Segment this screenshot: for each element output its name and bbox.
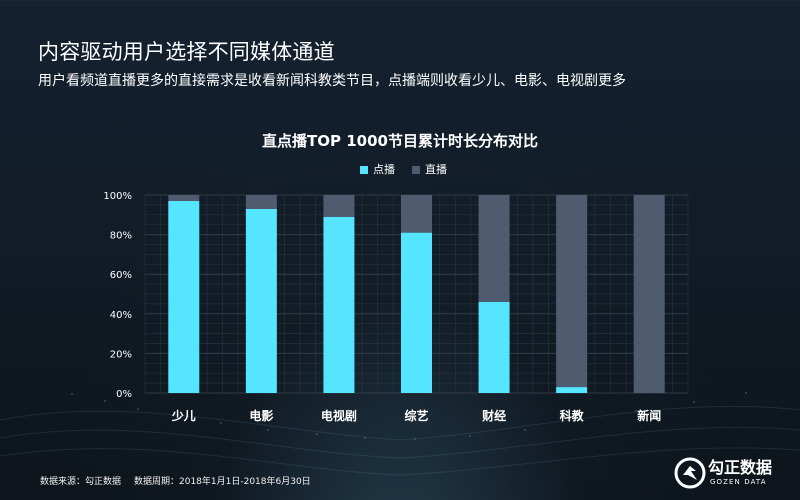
bar-zhibo-综艺 <box>401 195 432 233</box>
decor-wave <box>0 447 800 476</box>
y-axis-tick-label: 40% <box>110 310 132 321</box>
chart-axes: 少儿 电影 电视剧 综艺 财经 科教 新闻 0% 20% 40% 60% 80% 100% <box>103 191 661 423</box>
decor-dot <box>267 429 269 431</box>
bar-zhibo-财经 <box>478 195 510 302</box>
x-axis-label: 电视剧 <box>321 408 357 423</box>
y-axis-tick-label: 20% <box>110 349 132 360</box>
legend-item-zhibo: 直播 <box>412 163 447 177</box>
logo-ring <box>674 457 706 489</box>
bar-zhibo-科教 <box>556 195 588 388</box>
legend-label-zhibo: 直播 <box>425 163 447 176</box>
x-axis-label: 新闻 <box>637 408 661 423</box>
bar-zhibo-新闻 <box>633 195 665 393</box>
data-source: 数据来源：勾正数据 <box>40 477 122 487</box>
legend-label-dianbo: 点播 <box>373 163 395 176</box>
x-axis-label: 电影 <box>249 408 273 423</box>
decor-dot <box>220 422 222 424</box>
x-axis-label: 少儿 <box>171 408 196 423</box>
gozen-logo: 勾正数据 GOZEN DATA <box>674 457 778 489</box>
x-axis-label: 科教 <box>560 408 585 423</box>
legend-swatch-zhibo <box>412 166 420 174</box>
decor-dot <box>635 410 637 412</box>
bar-zhibo-电影 <box>245 195 277 209</box>
decor-dot <box>414 438 416 440</box>
logo-subtext: GOZEN DATA <box>710 478 767 486</box>
legend-swatch-dianbo <box>360 166 368 174</box>
bar-dianbo-综艺 <box>401 232 432 393</box>
decor-dot <box>71 393 73 395</box>
decor-wave <box>0 426 800 459</box>
decor-dot <box>745 392 747 394</box>
decor-dot <box>364 437 366 439</box>
bar-dianbo-电影 <box>245 208 277 393</box>
y-axis-tick-label: 100% <box>103 191 132 202</box>
logo-mark <box>683 466 697 480</box>
decor-dot <box>469 435 471 437</box>
decor-wave <box>0 405 800 441</box>
logo-text: 勾正数据 <box>708 458 773 477</box>
decor-dot <box>181 415 183 417</box>
legend-item-dianbo: 点播 <box>360 163 395 177</box>
bar-dianbo-电视剧 <box>323 216 355 393</box>
bar-dianbo-科教 <box>556 387 588 393</box>
x-axis-label: 财经 <box>481 408 506 423</box>
y-axis-tick-label: 0% <box>116 389 132 400</box>
decor-dot <box>137 408 139 410</box>
bar-dianbo-少儿 <box>168 200 200 393</box>
bar-zhibo-少儿 <box>168 195 200 201</box>
chart-bars <box>168 195 665 393</box>
decor-dot <box>581 420 583 422</box>
bar-zhibo-电视剧 <box>323 195 355 217</box>
decor-dot <box>693 401 695 403</box>
chart-title: 直点播TOP 1000节目累计时长分布对比 <box>262 132 538 150</box>
y-axis-tick-label: 60% <box>110 270 132 281</box>
page-subtitle: 用户看频道直播更多的直接需求是收看新闻科教类节目，点播端则收看少儿、电影、电视剧… <box>38 73 626 89</box>
bar-dianbo-财经 <box>478 301 510 393</box>
y-axis-tick-label: 80% <box>110 231 132 242</box>
decor-dot <box>524 429 526 431</box>
x-axis-label: 综艺 <box>404 408 428 423</box>
gozen-logo-icon <box>674 457 706 489</box>
decor-dot <box>316 433 318 435</box>
decor-dot <box>104 400 106 402</box>
data-period: 数据周期：2018年1月1日-2018年6月30日 <box>134 477 311 487</box>
page-title: 内容驱动用户选择不同媒体通道 <box>38 40 335 64</box>
